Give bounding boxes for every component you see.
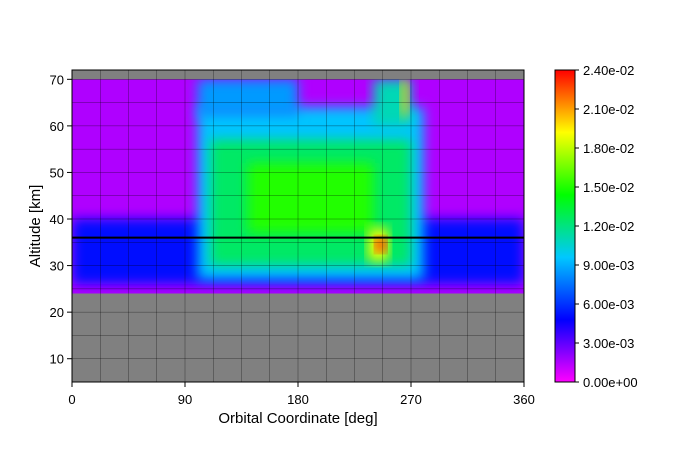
- heat-region: [400, 79, 409, 117]
- y-tick-label: 10: [50, 352, 64, 367]
- colorbar: [554, 69, 576, 383]
- y-tick-label: 20: [50, 305, 64, 320]
- x-tick-label: 180: [287, 392, 309, 407]
- y-axis-label: Altitude [km]: [27, 185, 44, 268]
- heat-region: [375, 237, 386, 252]
- x-tick-label: 270: [400, 392, 422, 407]
- colorbar-tick-label: 1.20e-02: [583, 219, 634, 234]
- colorbar-tick-label: 3.00e-03: [583, 336, 634, 351]
- x-axis-label: Orbital Coordinate [deg]: [218, 410, 377, 427]
- colorbar-tick-label: 1.50e-02: [583, 180, 634, 195]
- x-tick-label: 0: [68, 392, 75, 407]
- x-tick-label: 360: [513, 392, 535, 407]
- colorbar-tick-label: 1.80e-02: [583, 141, 634, 156]
- grid-lines: [71, 70, 525, 382]
- y-axis-ticks: 10 20 30 40 50 60 70: [50, 72, 72, 367]
- y-tick-label: 30: [50, 259, 64, 274]
- colorbar-tick-label: 2.10e-02: [583, 102, 634, 117]
- x-axis-ticks: 0 90 180 270 360: [68, 382, 535, 407]
- colorbar-tick-label: 9.00e-03: [583, 258, 634, 273]
- x-tick-label: 90: [178, 392, 192, 407]
- colorbar-ticks: 0.00e+00 3.00e-03 6.00e-03 9.00e-03 1.20e-02…: [575, 63, 638, 390]
- colorbar-tick-label: 2.40e-02: [583, 63, 634, 78]
- colorbar-tick-label: 0.00e+00: [583, 375, 638, 390]
- y-tick-label: 70: [50, 72, 64, 87]
- y-tick-label: 40: [50, 212, 64, 227]
- y-tick-label: 50: [50, 165, 64, 180]
- heat-region: [197, 79, 298, 117]
- colorbar-tick-label: 6.00e-03: [583, 297, 634, 312]
- y-tick-label: 60: [50, 119, 64, 134]
- heat-region: [247, 163, 374, 233]
